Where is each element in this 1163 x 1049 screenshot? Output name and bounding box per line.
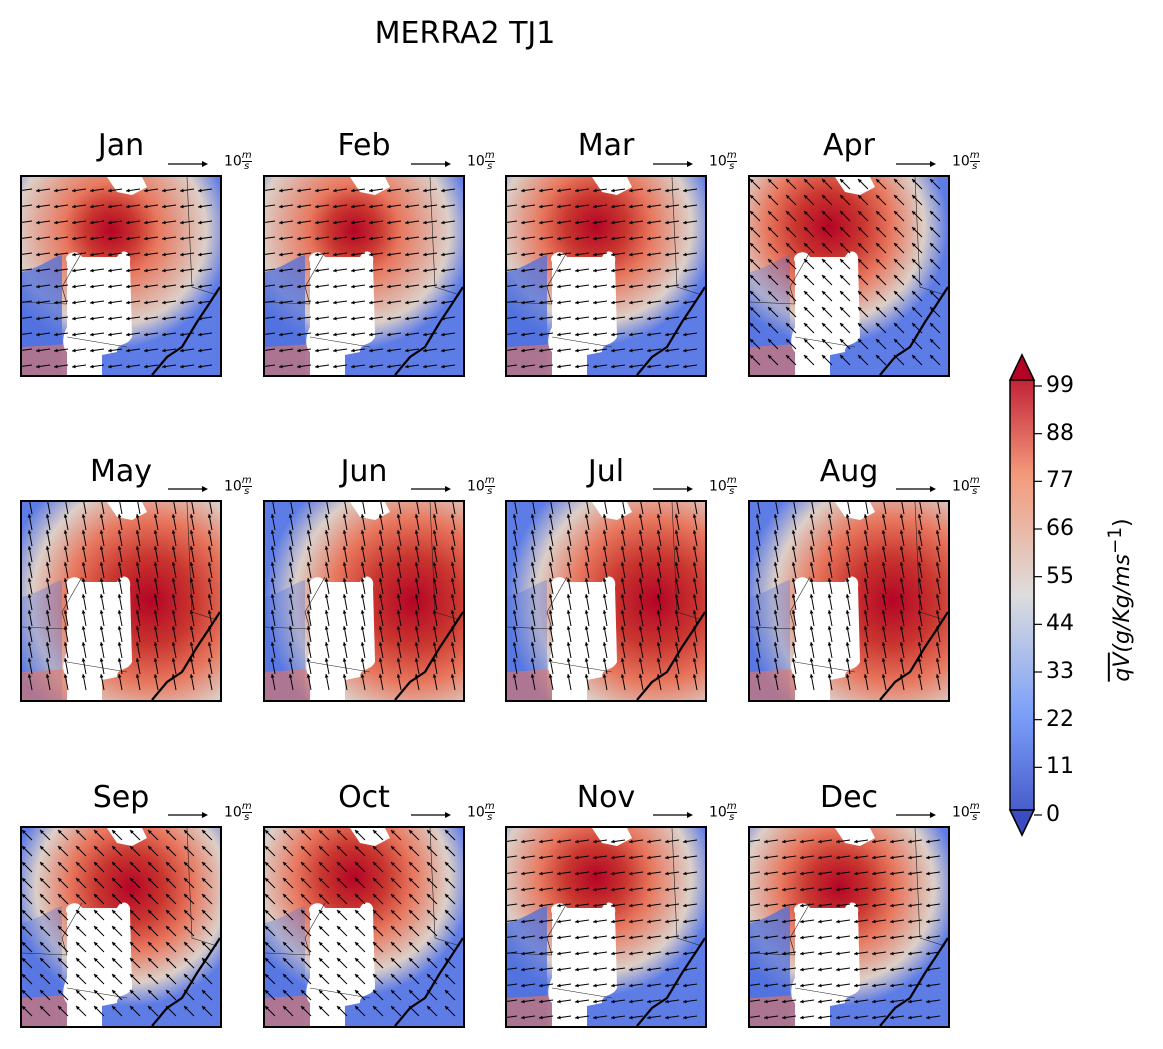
colorbar-tick-label: 44 xyxy=(1046,611,1074,637)
wind-vectors xyxy=(27,502,213,691)
quiver-key-label: 10 m s xyxy=(224,150,252,172)
terrain-mask-north xyxy=(592,177,632,195)
panel-title-may: May xyxy=(89,454,153,489)
map-panel-sep xyxy=(20,826,222,1028)
colorbar-tick-label: 11 xyxy=(1046,754,1074,780)
terrain-mask xyxy=(63,576,132,700)
panel-title-sep: Sep xyxy=(92,780,150,815)
wind-vectors xyxy=(755,502,941,691)
quiver-key-label: 10 m s xyxy=(952,801,980,823)
panel-title-feb: Feb xyxy=(337,128,391,163)
map-panel-jun xyxy=(263,500,465,702)
terrain-mask xyxy=(63,251,132,375)
panel-title-apr: Apr xyxy=(823,128,875,163)
panel-title-jan: Jan xyxy=(97,128,145,163)
panel-title-aug: Aug xyxy=(819,454,879,489)
colorbar-tick-label: 0 xyxy=(1046,802,1060,827)
colorbar-tick-label: 77 xyxy=(1046,468,1074,494)
quiver-key-label: 10 m s xyxy=(467,801,495,823)
map-panel-mar xyxy=(505,175,707,377)
terrain-mask xyxy=(306,576,375,700)
terrain-mask xyxy=(548,576,617,700)
colorbar-tick-label: 55 xyxy=(1046,563,1074,589)
panel-title-oct: Oct xyxy=(338,780,390,815)
wind-vectors xyxy=(750,178,941,366)
wind-vectors xyxy=(22,188,213,369)
map-panel-may xyxy=(20,500,222,702)
wind-vectors xyxy=(507,188,698,369)
quiver-key-label: 10 m s xyxy=(467,150,495,172)
map-panel-apr xyxy=(748,175,950,377)
quiver-key-label: 10 m s xyxy=(224,801,252,823)
colorbar-tick-label: 22 xyxy=(1046,706,1074,732)
terrain-mask xyxy=(791,902,860,1026)
panel-title-mar: Mar xyxy=(577,128,635,163)
map-panel-nov xyxy=(505,826,707,1028)
colorbar-gradient xyxy=(1008,353,1042,837)
terrain-mask-north xyxy=(835,177,875,195)
terrain-mask xyxy=(548,251,617,375)
terrain-mask xyxy=(791,576,860,700)
terrain-mask xyxy=(306,251,375,375)
quiver-key-label: 10 m s xyxy=(224,475,252,497)
panel-title-jul: Jul xyxy=(587,454,625,489)
terrain-mask-north xyxy=(350,828,390,846)
terrain-mask-north xyxy=(107,177,147,195)
wind-vectors xyxy=(270,502,456,691)
map-panel-oct xyxy=(263,826,465,1028)
wind-vectors xyxy=(750,839,941,1020)
panel-title-nov: Nov xyxy=(576,780,636,815)
quiver-key-label: 10 m s xyxy=(952,475,980,497)
quiver-key-label: 10 m s xyxy=(952,150,980,172)
figure-title: MERRA2 TJ1 xyxy=(374,16,556,51)
map-panel-feb xyxy=(263,175,465,377)
colorbar-label: qV(g/Kg/ms−1) xyxy=(1104,518,1136,682)
quiver-key-label: 10 m s xyxy=(709,801,737,823)
map-panel-aug xyxy=(748,500,950,702)
panel-title-dec: Dec xyxy=(819,780,879,815)
terrain-mask-north xyxy=(350,177,390,195)
wind-vectors xyxy=(507,839,698,1020)
terrain-mask-north xyxy=(592,828,632,846)
terrain-mask xyxy=(548,902,617,1026)
colorbar-tick-label: 66 xyxy=(1046,516,1074,541)
colorbar-tick-label: 99 xyxy=(1046,373,1074,398)
colorbar-tick-label: 88 xyxy=(1046,420,1074,446)
map-panel-jan xyxy=(20,175,222,377)
terrain-mask-north xyxy=(835,828,875,846)
colorbar-tick-label: 33 xyxy=(1046,659,1074,684)
terrain-mask-north xyxy=(107,828,147,846)
wind-vectors xyxy=(265,188,456,369)
map-panel-jul xyxy=(505,500,707,702)
wind-vectors xyxy=(265,829,456,1017)
quiver-key-label: 10 m s xyxy=(709,475,737,497)
quiver-key-label: 10 m s xyxy=(709,150,737,172)
map-panel-dec xyxy=(748,826,950,1028)
quiver-key-label: 10 m s xyxy=(467,475,495,497)
panel-title-jun: Jun xyxy=(340,454,388,489)
wind-vectors xyxy=(512,502,698,691)
wind-vectors xyxy=(22,829,213,1017)
colorbar: 99 88 77 66 55 44 33 22 11 0 xyxy=(1000,350,1160,840)
